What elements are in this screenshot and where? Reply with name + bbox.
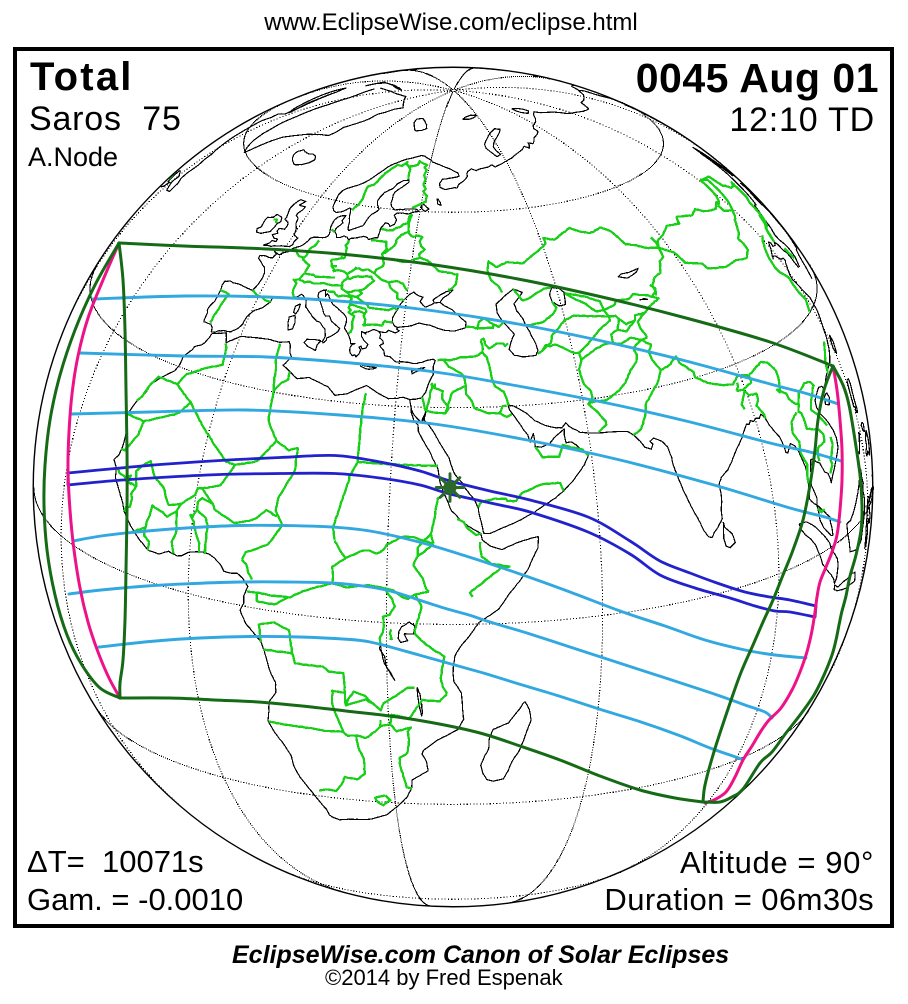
svg-text:www.EclipseWise.com/eclipse.ht: www.EclipseWise.com/eclipse.html — [263, 9, 637, 36]
svg-text:©2014 by Fred Espenak: ©2014 by Fred Espenak — [325, 965, 564, 990]
svg-text:0045 Aug 01: 0045 Aug 01 — [636, 55, 879, 101]
svg-text:A.Node: A.Node — [28, 142, 118, 172]
svg-text:Total: Total — [30, 55, 134, 99]
svg-text:EclipseWise.com Canon of Solar: EclipseWise.com Canon of Solar Eclipses — [232, 941, 729, 969]
svg-text:Saros 75: Saros 75 — [29, 100, 182, 138]
svg-text:Gam. = -0.0010: Gam. = -0.0010 — [27, 882, 243, 917]
svg-text:ΔT= 10071s: ΔT= 10071s — [27, 844, 204, 879]
svg-text:Altitude = 90°: Altitude = 90° — [680, 845, 874, 880]
svg-text:12:10 TD: 12:10 TD — [729, 101, 875, 139]
svg-text:Duration = 06m30s: Duration = 06m30s — [604, 882, 874, 917]
